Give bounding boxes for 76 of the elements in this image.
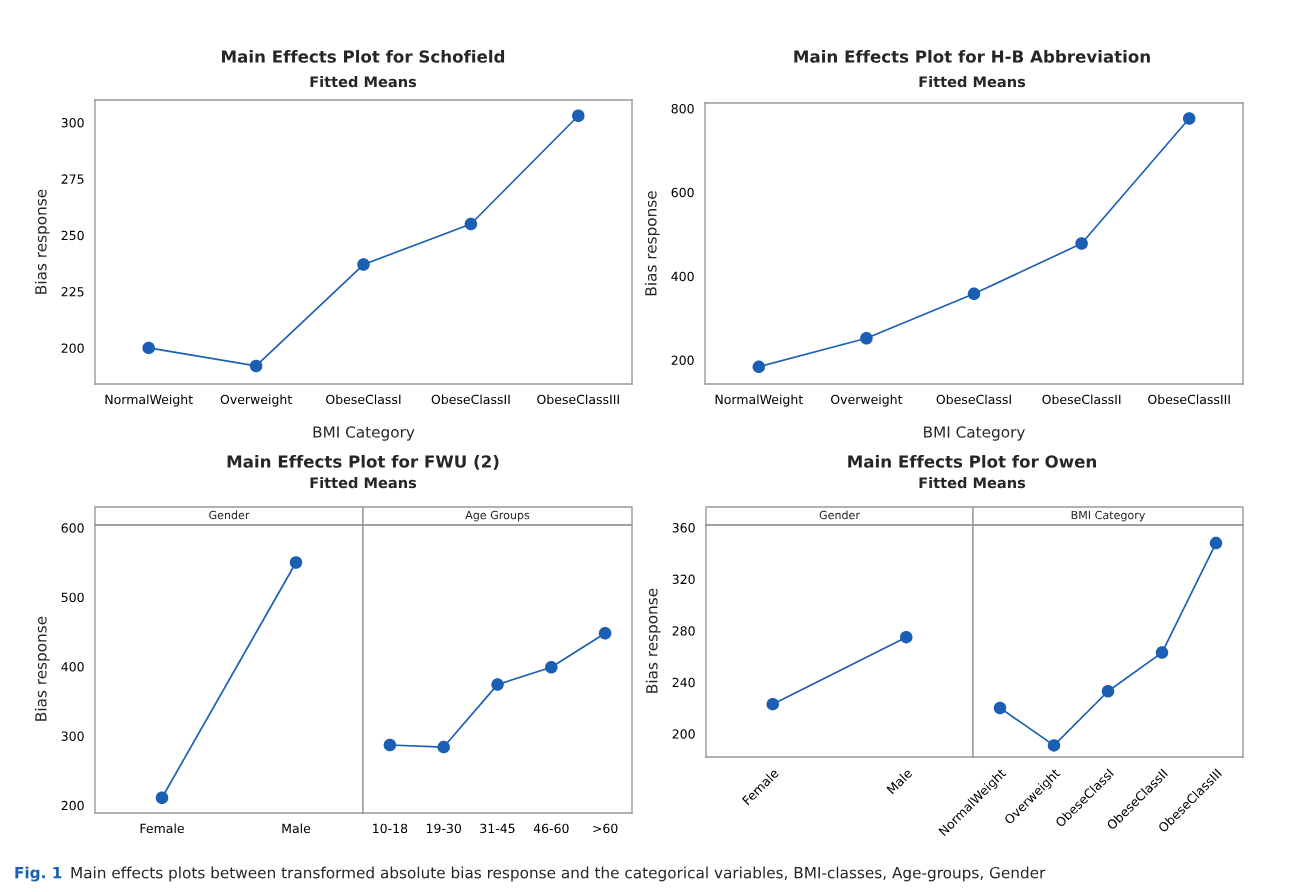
- point: [598, 627, 612, 640]
- x-tick-label: 19-30: [426, 823, 462, 834]
- point: [545, 661, 558, 674]
- y-axis-title: Bias response: [644, 191, 660, 296]
- point: [1101, 685, 1115, 698]
- x-tick-label: ObeseClassII: [431, 394, 510, 405]
- y-tick-label: 250: [61, 230, 84, 241]
- y-tick-label: 200: [61, 343, 84, 353]
- point: [1155, 646, 1169, 659]
- y-tick-label: 320: [672, 574, 695, 585]
- point: [357, 258, 370, 271]
- y-tick-label: 600: [671, 187, 694, 198]
- point: [383, 738, 397, 752]
- text: Gender: [819, 510, 860, 520]
- chart-title: Main Effects Plot for FWU (2): [227, 454, 499, 470]
- x-axis-title: BMI Category: [313, 426, 415, 441]
- x-tick-label: Overweight: [220, 394, 292, 407]
- x-tick-label: >60: [593, 823, 618, 834]
- x-tick-label: ObeseClassIII: [1148, 394, 1230, 405]
- y-axis-title: Bias response: [34, 189, 50, 294]
- chart-subtitle: Fitted Means: [310, 476, 417, 489]
- y-tick-label: 360: [672, 523, 695, 533]
- caption: Fig. 1: [15, 866, 62, 882]
- y-tick-label: 275: [61, 174, 84, 184]
- y-tick-label: 800: [671, 103, 694, 114]
- y-tick-label: 240: [672, 677, 695, 688]
- chart-title: Main Effects Plot for H-B Abbreviation: [794, 49, 1150, 63]
- y-tick-label: 200: [672, 729, 695, 739]
- y-tick-label: 200: [61, 800, 84, 811]
- y-tick-label: 400: [61, 662, 84, 672]
- x-tick-label: Female: [140, 823, 184, 834]
- chart-subtitle: Fitted Means: [310, 75, 417, 88]
- x-tick-label: 31-45: [480, 823, 515, 834]
- text: Age Groups: [465, 510, 530, 522]
- y-tick-label: 225: [61, 287, 84, 297]
- x-tick-label: ObeseClassII: [1042, 394, 1121, 405]
- chart-title: Main Effects Plot for Owen: [848, 454, 1096, 468]
- chart-subtitle: Fitted Means: [919, 75, 1026, 88]
- point: [1047, 739, 1061, 752]
- point: [860, 332, 873, 345]
- point: [1182, 112, 1196, 125]
- y-tick-label: 500: [61, 592, 84, 603]
- x-tick-label: ObeseClassI: [936, 394, 1011, 405]
- y-tick-label: 280: [672, 626, 695, 636]
- text: BMI Category: [1071, 510, 1146, 522]
- point: [572, 109, 585, 123]
- chart-title: Main Effects Plot for Schofield: [222, 49, 505, 63]
- x-tick-label: ObeseClassIII: [537, 394, 619, 405]
- y-tick-label: 300: [61, 118, 84, 128]
- chart-subtitle: Fitted Means: [919, 476, 1026, 489]
- y-tick-label: 200: [671, 355, 694, 366]
- text: Gender: [209, 510, 250, 520]
- x-tick-label: NormalWeight: [105, 394, 193, 407]
- x-tick-label: 46-60: [533, 823, 569, 834]
- y-axis-title: Bias response: [34, 616, 50, 721]
- point: [437, 740, 450, 754]
- point: [491, 678, 504, 691]
- point: [752, 360, 766, 374]
- x-tick-label: 10-18: [373, 823, 408, 834]
- x-tick-label: Male: [282, 823, 311, 834]
- point: [1209, 536, 1223, 550]
- point: [993, 701, 1007, 715]
- point: [1075, 237, 1088, 250]
- y-tick-label: 300: [61, 731, 84, 741]
- point: [464, 217, 478, 231]
- point: [967, 287, 981, 301]
- y-tick-label: 400: [671, 271, 694, 282]
- x-tick-label: ObeseClassI: [326, 394, 401, 405]
- point: [142, 341, 155, 355]
- y-tick-label: 600: [61, 523, 84, 533]
- text: Main effects plots between transformed absolute bias response and the categorical variables, BMI-classes, Age-groups, Gender: [71, 866, 1046, 882]
- x-axis-title: BMI Category: [924, 426, 1025, 441]
- y-axis-title: Bias response: [645, 588, 661, 693]
- point: [249, 359, 263, 373]
- x-tick-label: NormalWeight: [715, 394, 803, 407]
- x-tick-label: Overweight: [830, 394, 903, 407]
